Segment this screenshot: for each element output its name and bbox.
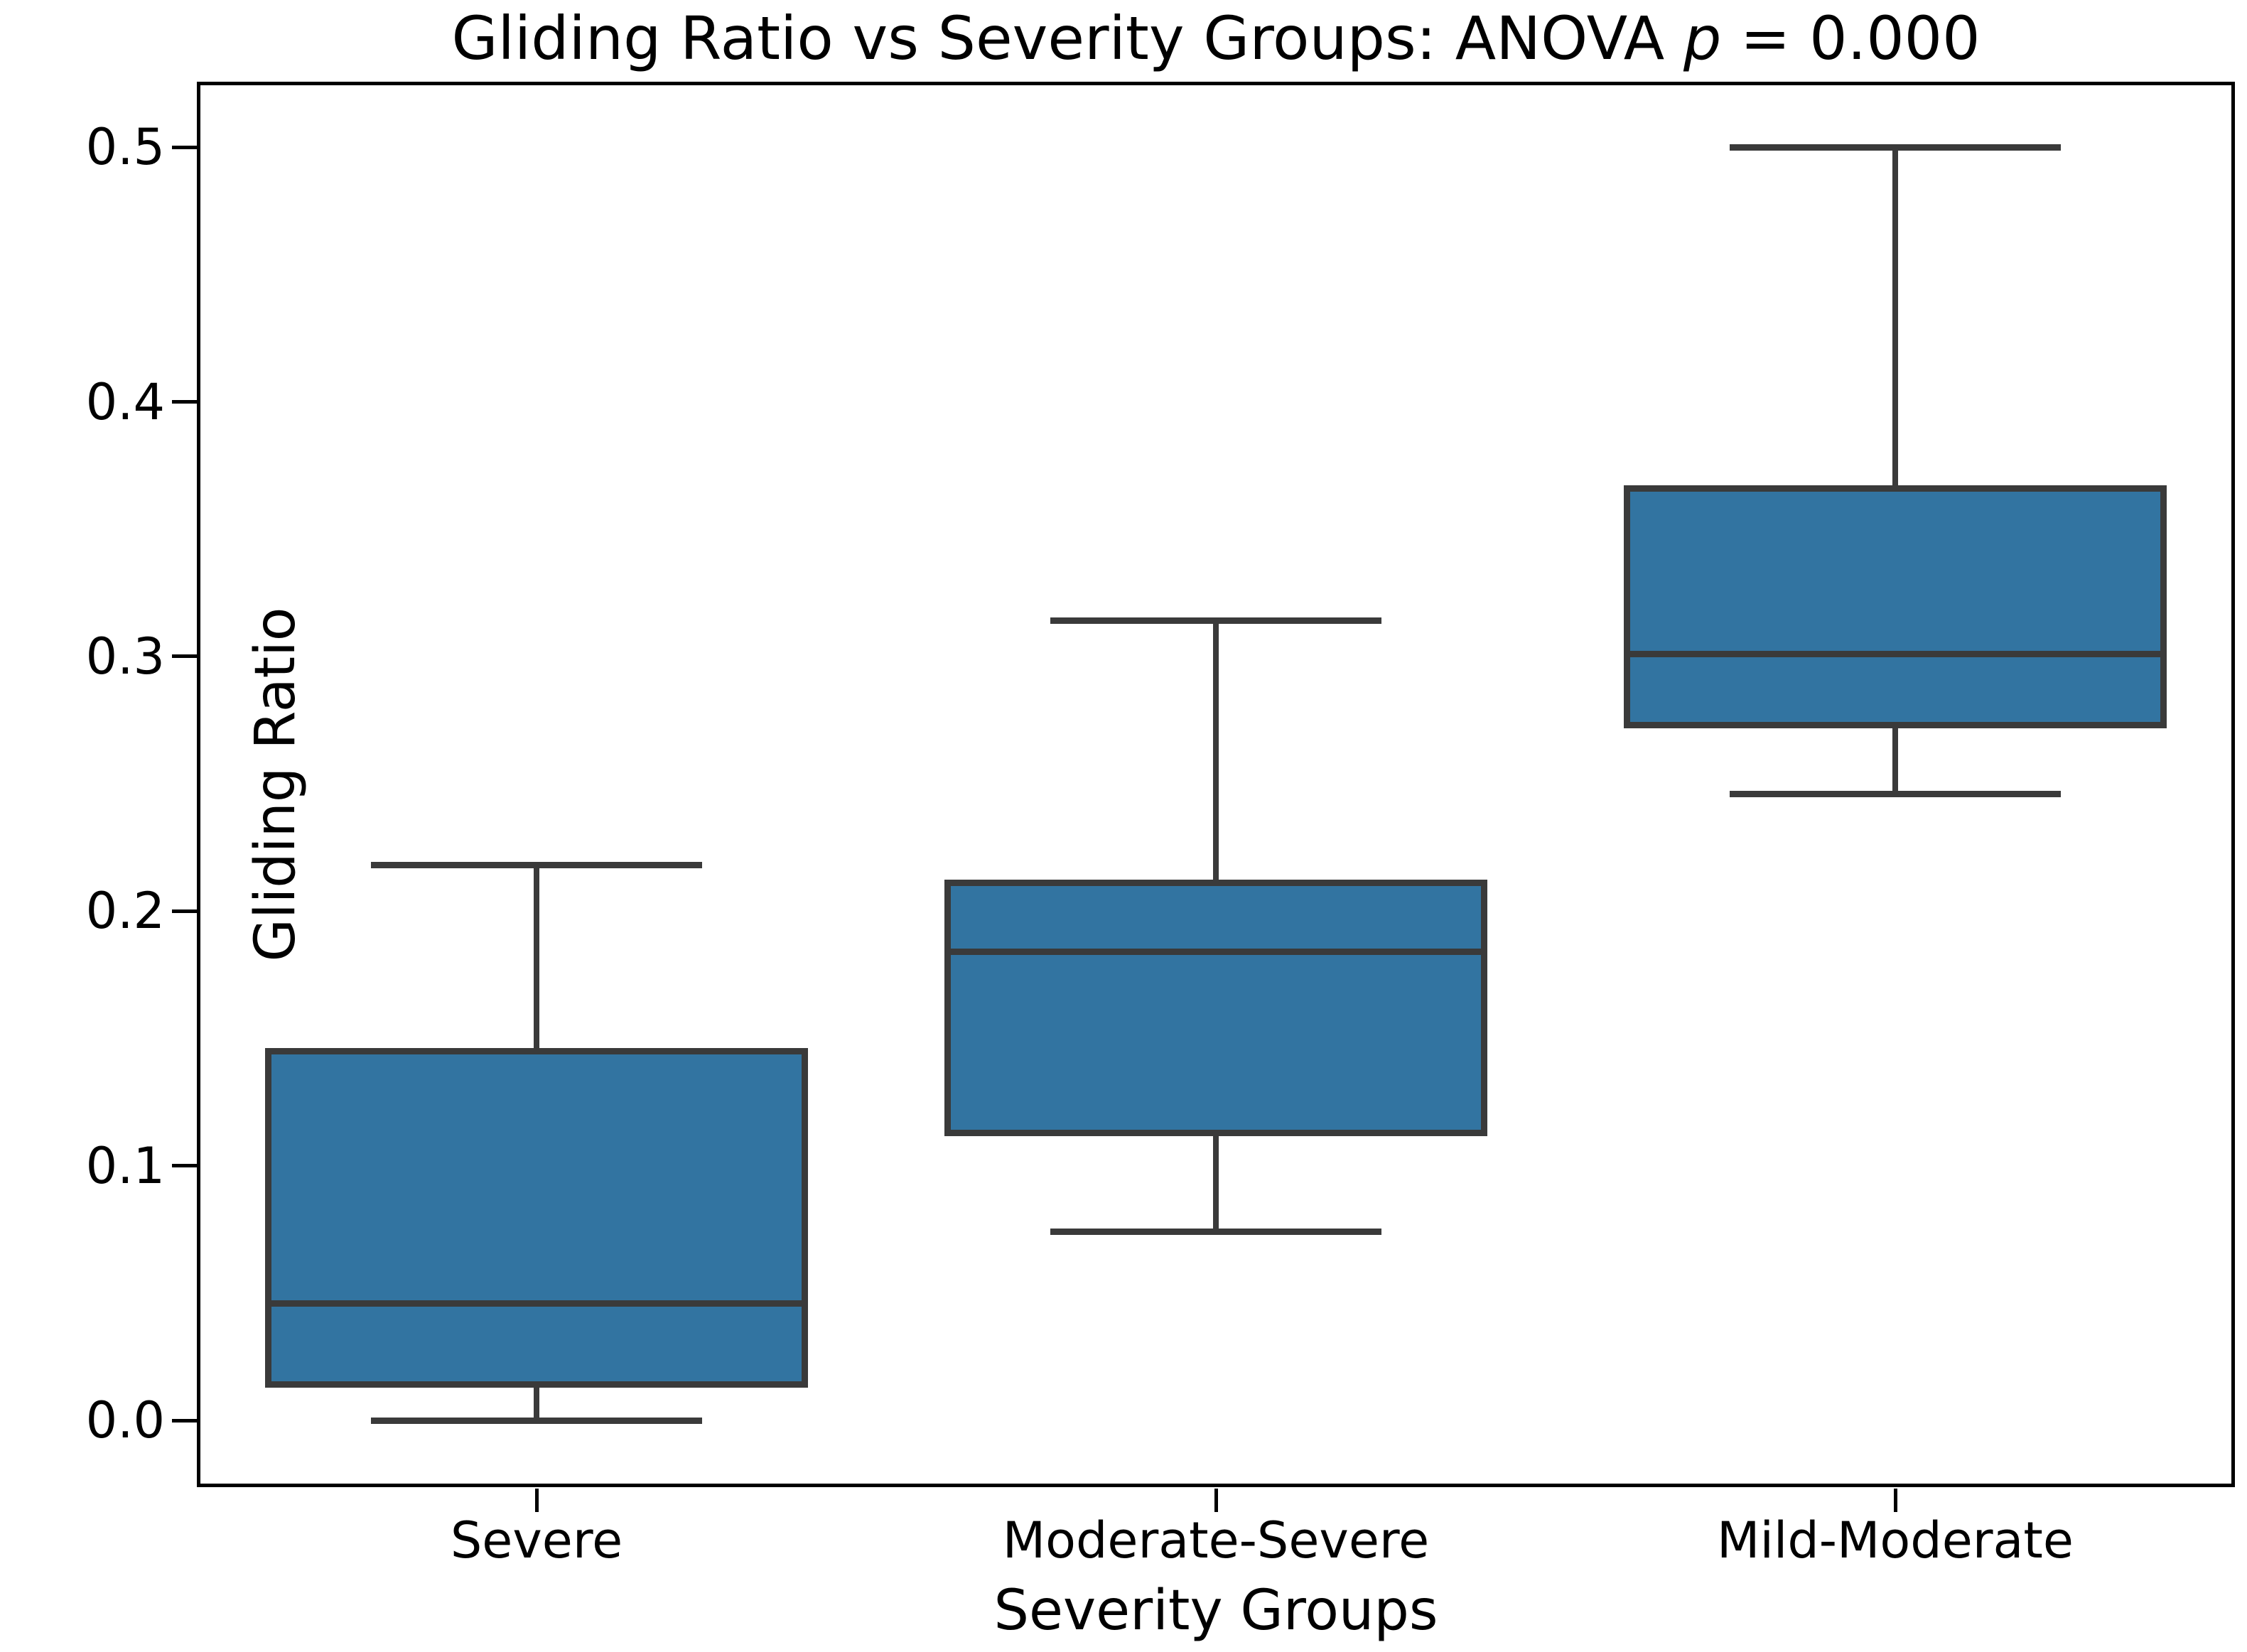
whisker-upper-stem: [1213, 620, 1219, 883]
x-tick-label: Mild-Moderate: [1717, 1511, 2074, 1570]
whisker-lower-stem: [534, 1384, 539, 1421]
y-tick-label: 0.1: [85, 1136, 165, 1195]
y-tick-mark: [172, 909, 197, 913]
median-line-mild-moderate: [1623, 650, 2167, 657]
whisker-upper-cap: [1050, 617, 1382, 625]
box-moderate-severe: [944, 880, 1488, 1136]
chart-title-p-symbol: p: [1683, 4, 1722, 73]
x-tick-mark: [1893, 1489, 1897, 1512]
y-tick-label: 0.2: [85, 882, 165, 941]
whisker-upper-stem: [1892, 147, 1898, 489]
x-axis-label: Severity Groups: [993, 1579, 1438, 1643]
whisker-upper-stem: [534, 865, 539, 1052]
x-tick-label: Severe: [450, 1511, 623, 1570]
y-tick-label: 0.5: [85, 118, 165, 177]
whisker-lower-cap: [1729, 790, 2062, 797]
box-mild-moderate: [1623, 485, 2167, 729]
whisker-lower-stem: [1892, 725, 1898, 794]
y-tick-label: 0.0: [85, 1391, 165, 1450]
y-tick-mark: [172, 145, 197, 149]
chart-title: Gliding Ratio vs Severity Groups: ANOVA …: [197, 0, 2235, 77]
x-tick-label: Moderate-Severe: [1002, 1511, 1430, 1570]
whisker-lower-cap: [1050, 1229, 1382, 1236]
chart-title-suffix: = 0.000: [1721, 4, 1981, 73]
median-line-moderate-severe: [944, 949, 1488, 956]
x-tick-mark: [1214, 1489, 1218, 1512]
median-line-severe: [264, 1300, 809, 1307]
whisker-upper-cap: [370, 862, 703, 869]
whisker-lower-stem: [1213, 1133, 1219, 1232]
whisker-upper-cap: [1729, 144, 2062, 151]
box-severe: [264, 1047, 809, 1388]
y-axis-label: Gliding Ratio: [244, 607, 308, 962]
y-tick-label: 0.4: [85, 372, 165, 431]
y-tick-mark: [172, 654, 197, 659]
x-tick-mark: [534, 1489, 539, 1512]
y-tick-label: 0.3: [85, 627, 165, 686]
y-tick-mark: [172, 400, 197, 404]
y-tick-mark: [172, 1418, 197, 1422]
y-tick-mark: [172, 1164, 197, 1168]
chart-title-prefix: Gliding Ratio vs Severity Groups: ANOVA: [451, 4, 1683, 73]
whisker-lower-cap: [370, 1417, 703, 1424]
